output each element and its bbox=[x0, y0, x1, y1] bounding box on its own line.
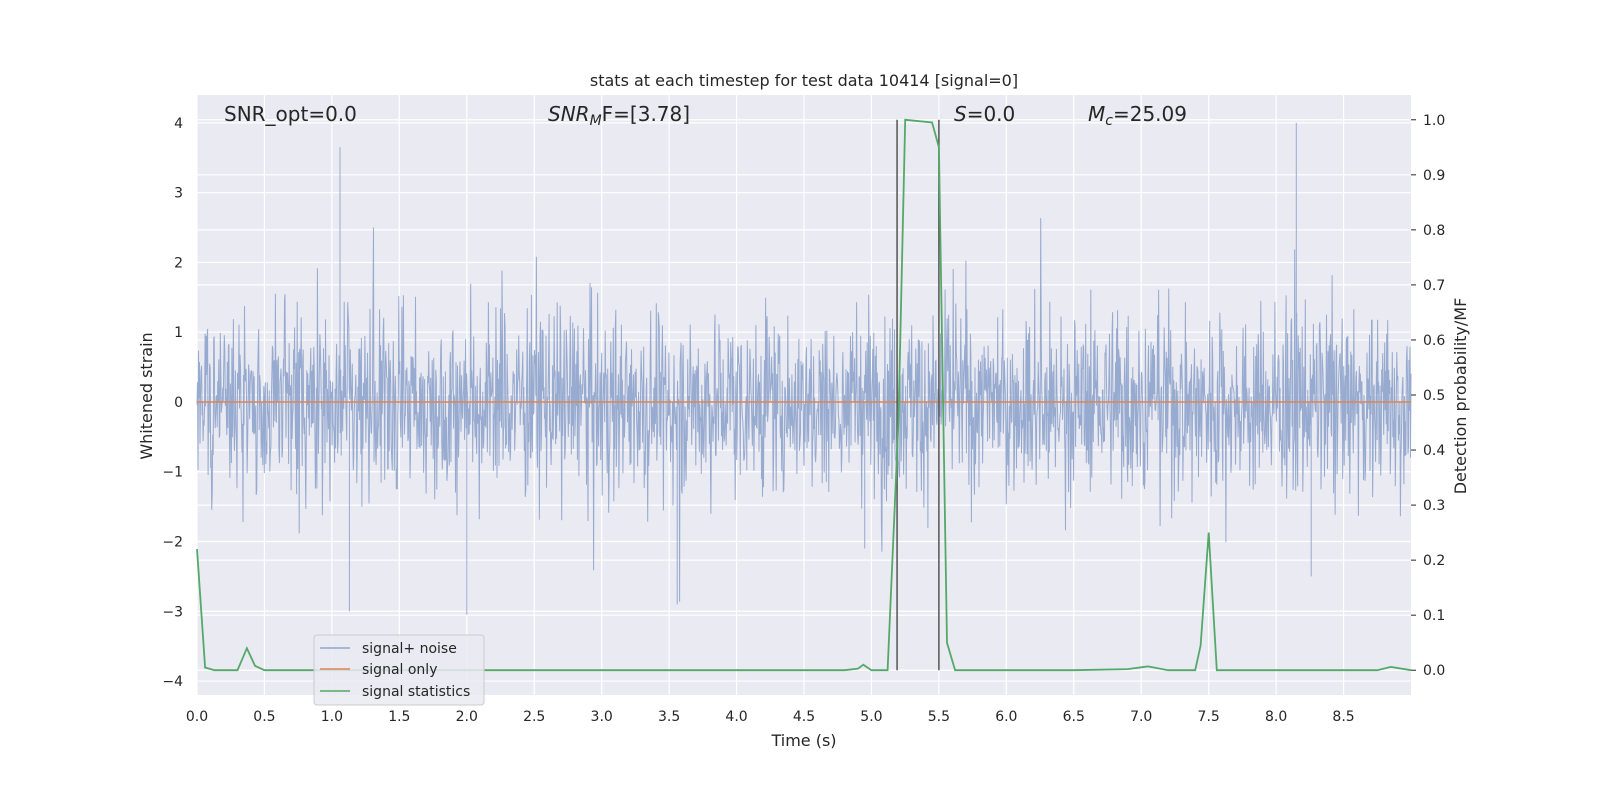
x-tick-label: 1.0 bbox=[321, 709, 343, 725]
annotation-snr-mf: SNRMF=[3.78] bbox=[548, 102, 690, 129]
y2-tick-label: 0.3 bbox=[1423, 498, 1445, 514]
x-tick-label: 0.0 bbox=[186, 709, 208, 725]
signal-noise-series bbox=[196, 122, 1412, 615]
annotation-mc-rest: =25.09 bbox=[1113, 102, 1187, 126]
legend-label-signal-only: signal only bbox=[362, 662, 437, 678]
legend: signal+ noise signal only signal statist… bbox=[313, 634, 485, 706]
x-tick-label: 3.5 bbox=[658, 709, 680, 725]
y-tick-label: −2 bbox=[162, 535, 183, 551]
y2-tick-label: 1.0 bbox=[1423, 113, 1445, 129]
y2-tick-label: 0.8 bbox=[1423, 223, 1445, 239]
annotation-snr-mf-rest: F=[3.78] bbox=[602, 102, 690, 126]
annotation-s-main: S bbox=[954, 102, 967, 126]
y2-tick-label: 0.6 bbox=[1423, 333, 1445, 349]
x-tick-label: 8.0 bbox=[1265, 709, 1287, 725]
annotation-mc-sub: c bbox=[1105, 113, 1113, 129]
y-tick-label: 0 bbox=[174, 395, 183, 411]
x-tick-label: 7.5 bbox=[1198, 709, 1220, 725]
y2-tick-label: 0.4 bbox=[1423, 443, 1445, 459]
y-tick-label: −3 bbox=[162, 604, 183, 620]
y2-tick-label: 0.9 bbox=[1423, 168, 1445, 184]
x-tick-label: 6.5 bbox=[1063, 709, 1085, 725]
annotation-snr-mf-main: SNR bbox=[548, 102, 590, 126]
annotation-s: S=0.0 bbox=[954, 102, 1015, 126]
y-tick-label: 4 bbox=[174, 116, 183, 132]
annotation-snr-opt: SNR_opt=0.0 bbox=[224, 102, 357, 126]
marker-lines bbox=[896, 119, 940, 671]
y2-tick-label: 0.0 bbox=[1423, 663, 1445, 679]
y2-tick-label: 0.7 bbox=[1423, 278, 1445, 294]
x-tick-label: 7.0 bbox=[1130, 709, 1152, 725]
x-tick-label: 8.5 bbox=[1332, 709, 1354, 725]
y-tick-label: −4 bbox=[162, 674, 183, 690]
x-tick-label: 4.5 bbox=[793, 709, 815, 725]
annotation-s-rest: =0.0 bbox=[967, 102, 1016, 126]
tick-labels: 0.0 0.5 1.0 1.5 2.0 2.5 3.0 3.5 4.0 4.5 5.0 5.5 6.0 6… bbox=[162, 113, 1445, 725]
y-tick-label: 1 bbox=[174, 325, 183, 341]
y-tick-label: −1 bbox=[162, 465, 183, 481]
annotation-mc-main: M bbox=[1088, 102, 1105, 126]
x-axis-label: Time (s) bbox=[770, 731, 836, 750]
annotation-snr-mf-sub: M bbox=[590, 113, 602, 129]
x-tick-label: 4.0 bbox=[725, 709, 747, 725]
x-tick-label: 5.0 bbox=[860, 709, 882, 725]
signal-noise-line bbox=[196, 122, 1412, 615]
x-tick-label: 5.5 bbox=[928, 709, 950, 725]
y-tick-label: 3 bbox=[174, 186, 183, 202]
x-tick-label: 6.0 bbox=[995, 709, 1017, 725]
y2-tick-label: 0.2 bbox=[1423, 553, 1445, 569]
x-tick-label: 2.0 bbox=[456, 709, 478, 725]
x-tick-label: 2.5 bbox=[523, 709, 545, 725]
x-tick-label: 3.0 bbox=[591, 709, 613, 725]
y2-tick-label: 0.1 bbox=[1423, 608, 1445, 624]
legend-box bbox=[313, 634, 485, 706]
y-axis-label: Whitened strain bbox=[137, 332, 156, 459]
y2-tick-label: 0.5 bbox=[1423, 388, 1445, 404]
signal-statistics-series bbox=[196, 118, 1412, 672]
legend-label-signal-noise: signal+ noise bbox=[362, 641, 457, 657]
y2-axis-label: Detection probability/MF bbox=[1451, 298, 1470, 495]
x-tick-label: 0.5 bbox=[253, 709, 275, 725]
signal-statistics-line bbox=[196, 118, 1412, 672]
legend-label-signal-statistics: signal statistics bbox=[362, 684, 470, 700]
y-tick-label: 2 bbox=[174, 255, 183, 271]
grid bbox=[196, 95, 1411, 695]
chart-title: stats at each timestep for test data 104… bbox=[590, 71, 1018, 90]
annotation-mc: Mc=25.09 bbox=[1088, 102, 1187, 129]
x-tick-label: 1.5 bbox=[388, 709, 410, 725]
